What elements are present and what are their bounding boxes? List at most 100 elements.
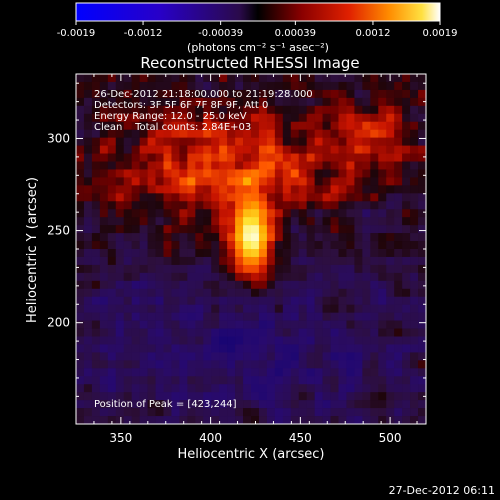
heatmap-cell bbox=[330, 137, 339, 146]
heatmap-cell bbox=[410, 137, 419, 146]
heatmap-cell bbox=[219, 225, 228, 234]
heatmap-cell bbox=[76, 225, 85, 234]
heatmap-cell bbox=[338, 384, 347, 393]
heatmap-cell bbox=[123, 264, 132, 274]
heatmap-cell bbox=[394, 217, 403, 226]
heatmap-cell bbox=[306, 320, 315, 329]
heatmap-cell bbox=[298, 153, 307, 162]
heatmap-cell bbox=[394, 352, 403, 361]
heatmap-cell bbox=[251, 137, 260, 146]
heatmap-cell bbox=[298, 185, 307, 194]
heatmap-cell bbox=[314, 320, 323, 329]
heatmap-cell bbox=[418, 225, 427, 234]
heatmap-cell bbox=[402, 74, 411, 83]
heatmap-cell bbox=[76, 97, 85, 107]
heatmap-cell bbox=[91, 201, 101, 210]
heatmap-cell bbox=[290, 129, 300, 138]
heatmap-cell bbox=[314, 296, 323, 305]
heatmap-cell bbox=[362, 121, 371, 130]
heatmap-cell bbox=[187, 153, 196, 162]
heatmap-cell bbox=[314, 161, 323, 170]
heatmap-cell bbox=[76, 233, 85, 242]
heatmap-cell bbox=[251, 416, 260, 425]
heatmap-cell bbox=[83, 312, 93, 321]
heatmap-cell bbox=[235, 304, 244, 313]
heatmap-cell bbox=[123, 161, 132, 170]
heatmap-cell bbox=[314, 81, 323, 91]
colorbar-tick-label: 0.0019 bbox=[423, 28, 458, 39]
heatmap-cell bbox=[322, 225, 331, 234]
heatmap-cell bbox=[306, 169, 315, 178]
heatmap-cell bbox=[346, 105, 355, 115]
heatmap-cell bbox=[290, 256, 300, 266]
heatmap-cell bbox=[243, 137, 252, 146]
heatmap-cell bbox=[346, 376, 355, 385]
heatmap-cell bbox=[131, 81, 140, 91]
colorbar-tick-label: 0.00039 bbox=[275, 28, 316, 39]
heatmap-cell bbox=[298, 177, 307, 186]
heatmap-cell bbox=[418, 344, 427, 353]
heatmap-cell bbox=[394, 408, 403, 417]
heatmap-cell bbox=[131, 304, 140, 313]
heatmap-cell bbox=[203, 161, 212, 170]
heatmap-cell bbox=[258, 312, 268, 321]
heatmap-cell bbox=[306, 161, 315, 170]
heatmap-cell bbox=[107, 392, 117, 401]
heatmap-cell bbox=[76, 169, 85, 178]
heatmap-cell bbox=[362, 81, 371, 91]
heatmap-cell bbox=[386, 256, 395, 266]
heatmap-cell bbox=[274, 169, 284, 178]
heatmap-cell bbox=[251, 161, 260, 170]
heatmap-cell bbox=[91, 113, 101, 123]
heatmap-cell bbox=[243, 400, 252, 409]
heatmap-cell bbox=[171, 400, 180, 409]
heatmap-cell bbox=[330, 169, 339, 178]
heatmap-cell bbox=[171, 113, 180, 123]
heatmap-cell bbox=[163, 280, 172, 290]
heatmap-cell bbox=[330, 185, 339, 194]
heatmap-cell bbox=[418, 97, 427, 107]
heatmap-cell bbox=[227, 177, 236, 186]
heatmap-cell bbox=[282, 288, 292, 298]
heatmap-cell bbox=[306, 328, 315, 337]
heatmap-cell bbox=[171, 177, 180, 186]
heatmap-cell bbox=[227, 416, 236, 425]
heatmap-cell bbox=[410, 368, 419, 377]
heatmap-cell bbox=[370, 256, 379, 266]
heatmap-cell bbox=[418, 320, 427, 329]
heatmap-cell bbox=[314, 312, 323, 321]
heatmap-cell bbox=[123, 209, 132, 218]
heatmap-cell bbox=[362, 344, 371, 353]
heatmap-cell bbox=[99, 113, 109, 123]
heatmap-cell bbox=[251, 145, 260, 154]
heatmap-cell bbox=[410, 81, 419, 91]
heatmap-cell bbox=[290, 360, 300, 369]
heatmap-cell bbox=[187, 408, 196, 417]
heatmap-cell bbox=[235, 368, 244, 377]
heatmap-cell bbox=[251, 97, 260, 107]
heatmap-cell bbox=[322, 113, 331, 123]
heatmap-cell bbox=[378, 408, 387, 417]
heatmap-cell bbox=[370, 344, 379, 353]
heatmap-cell bbox=[338, 392, 347, 401]
heatmap-cell bbox=[266, 209, 276, 218]
heatmap-cell bbox=[219, 233, 228, 242]
heatmap-cell bbox=[163, 74, 172, 83]
heatmap-cell bbox=[346, 74, 355, 83]
heatmap-cell bbox=[115, 129, 125, 138]
heatmap-cell bbox=[91, 74, 101, 83]
heatmap-cell bbox=[298, 145, 307, 154]
heatmap-cell bbox=[107, 81, 117, 91]
heatmap-cell bbox=[322, 408, 331, 417]
heatmap-cell bbox=[203, 89, 212, 99]
heatmap-cell bbox=[107, 153, 117, 162]
heatmap-cell bbox=[179, 304, 188, 313]
heatmap-cell bbox=[83, 336, 93, 345]
heatmap-cell bbox=[314, 344, 323, 353]
heatmap-cell bbox=[131, 89, 140, 99]
heatmap-cell bbox=[219, 272, 228, 282]
heatmap-cell bbox=[99, 408, 109, 417]
heatmap-cell bbox=[147, 352, 156, 361]
heatmap-cell bbox=[171, 249, 180, 258]
heatmap-cell bbox=[171, 217, 180, 226]
